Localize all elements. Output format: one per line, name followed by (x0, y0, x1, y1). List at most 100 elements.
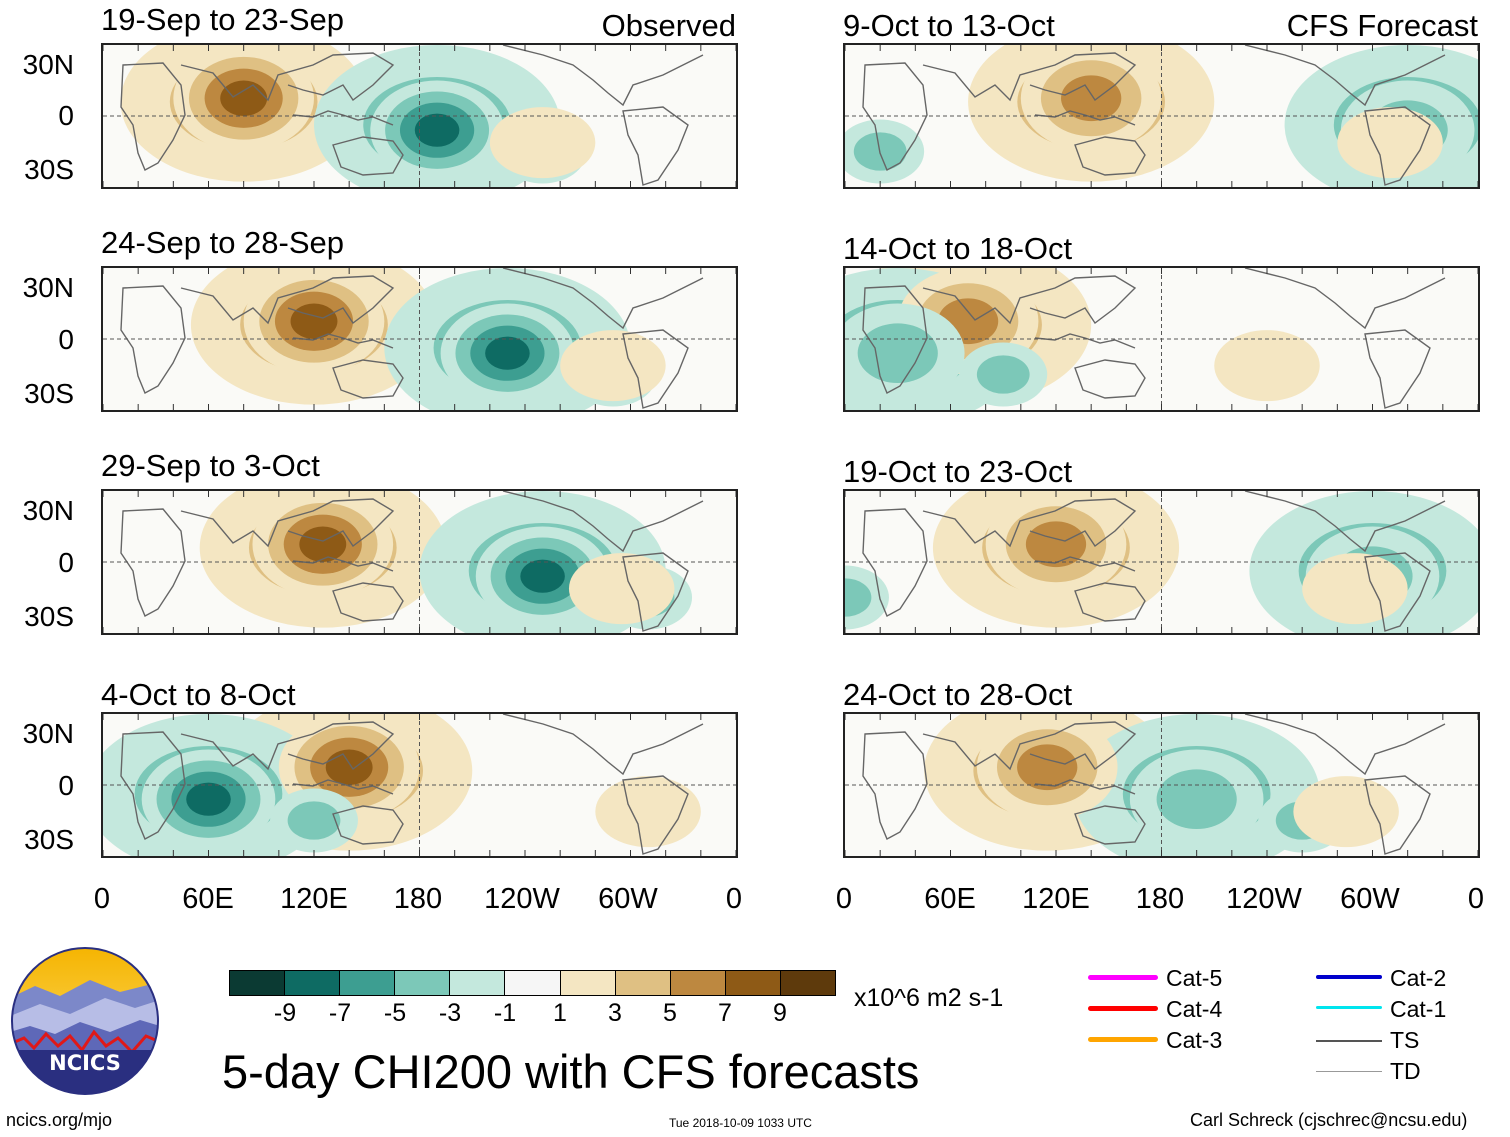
coastline (120, 62, 186, 171)
coastline (1244, 268, 1446, 330)
map-panel-fc-3 (843, 489, 1480, 635)
negative-anomaly (414, 113, 460, 147)
coastline (1364, 775, 1431, 855)
lon-label-120e: 120E (1022, 883, 1090, 915)
panel-title-obs-4: 4-Oct to 8-Oct (101, 677, 296, 712)
map-panel-obs-4 (101, 712, 738, 858)
coastline (1034, 779, 1136, 795)
coastline (502, 45, 704, 107)
colorbar-label: 9 (773, 999, 787, 1027)
positive-anomaly (1214, 330, 1320, 402)
lat-label-30n: 30N (22, 49, 74, 80)
negative-anomaly (857, 323, 938, 384)
observed-label: Observed (601, 8, 736, 43)
coastline (1364, 552, 1431, 632)
footer-credit[interactable]: Carl Schreck (cjschrec@ncsu.edu) (1190, 1110, 1468, 1130)
coastline (1074, 136, 1146, 176)
negative-anomaly (287, 801, 341, 840)
colorbar (229, 970, 836, 996)
legend-label-cat1: Cat-1 (1390, 996, 1447, 1022)
negative-anomaly (186, 782, 231, 816)
coastline (292, 333, 394, 349)
legend-swatch-cat3 (1088, 1037, 1158, 1042)
lon-label-0: 0 (93, 883, 111, 915)
colorbar-label: -9 (273, 999, 297, 1027)
coastline (1074, 805, 1146, 845)
colorbar-label: -1 (493, 999, 517, 1027)
map-panel-obs-1 (101, 43, 738, 189)
colorbar-label: 7 (718, 999, 732, 1027)
lat-label-0: 0 (58, 100, 74, 131)
coastline (862, 62, 928, 171)
coastline (1364, 329, 1431, 409)
coastline (502, 491, 704, 553)
negative-anomaly (976, 355, 1030, 394)
lon-label-60w: 60W (1340, 883, 1400, 915)
coastline (1074, 582, 1146, 622)
positive-anomaly (568, 553, 675, 625)
coastline (180, 721, 395, 771)
coastline (332, 359, 404, 399)
coastline (622, 106, 689, 186)
coastline (862, 285, 928, 394)
coastline (180, 52, 395, 102)
lat-label-30n: 30N (22, 495, 74, 526)
legend-swatch-td (1316, 1071, 1382, 1072)
coastline (1244, 491, 1446, 553)
panel-title-obs-3: 29-Sep to 3-Oct (101, 448, 320, 483)
coastline (120, 731, 186, 840)
coastline (862, 731, 928, 840)
colorbar-swatch (780, 971, 836, 995)
positive-anomaly (1017, 744, 1078, 791)
panel-title-fc-4: 24-Oct to 28-Oct (843, 677, 1073, 712)
coastline (292, 779, 394, 795)
colorbar-label: 3 (608, 999, 622, 1027)
legend-swatch-cat5 (1088, 975, 1158, 980)
coastline (292, 556, 394, 572)
map-panel-fc-2 (843, 266, 1480, 412)
coastline (1034, 556, 1136, 572)
legend-label-cat4: Cat-4 (1166, 996, 1223, 1022)
lon-label-0-end: 0 (725, 883, 743, 915)
lat-label-30n: 30N (22, 718, 74, 749)
panel-title-fc-1: 9-Oct to 13-Oct (843, 8, 1055, 43)
map-panel-obs-2 (101, 266, 738, 412)
coastline (1074, 359, 1146, 399)
coastline (502, 714, 704, 776)
main-title: 5-day CHI200 with CFS forecasts (222, 1045, 920, 1098)
lon-label-60w: 60W (598, 883, 658, 915)
colorbar-swatch (450, 971, 506, 995)
coastline (1244, 714, 1446, 776)
ncics-logo[interactable]: NCICS (10, 946, 160, 1096)
coastline (332, 136, 404, 176)
coastline (332, 805, 404, 845)
colorbar-units: x10^6 m2 s-1 (854, 984, 1004, 1012)
lat-label-0: 0 (58, 324, 74, 355)
colorbar-label: -5 (383, 999, 407, 1027)
coastline (922, 498, 1137, 548)
map-panel-fc-4 (843, 712, 1480, 858)
legend-swatch-cat1 (1316, 1006, 1382, 1009)
coastline (922, 275, 1137, 325)
colorbar-swatch (340, 971, 396, 995)
colorbar-label: 1 (553, 999, 567, 1027)
legend-label-cat2: Cat-2 (1390, 965, 1447, 991)
panel-title-obs-1: 19-Sep to 23-Sep (101, 2, 345, 37)
colorbar-swatch (505, 971, 561, 995)
positive-anomaly (489, 107, 596, 179)
panel-title-fc-3: 19-Oct to 23-Oct (843, 454, 1073, 489)
footer-timestamp: Tue 2018-10-09 1033 UTC (669, 1116, 812, 1130)
positive-anomaly (325, 749, 373, 785)
negative-anomaly (485, 336, 530, 370)
logo-text: NCICS (49, 1051, 121, 1075)
legend-label-td: TD (1390, 1058, 1421, 1084)
footer-url[interactable]: ncics.org/mjo (6, 1110, 113, 1130)
colorbar-swatch (395, 971, 451, 995)
positive-anomaly (1293, 776, 1399, 848)
lat-label-30s: 30S (24, 378, 74, 409)
negative-anomaly (520, 559, 565, 593)
coastline (120, 508, 186, 617)
lon-label-180: 180 (393, 883, 443, 915)
legend-swatch-cat4 (1088, 1006, 1158, 1011)
map-panel-fc-1 (843, 43, 1480, 189)
